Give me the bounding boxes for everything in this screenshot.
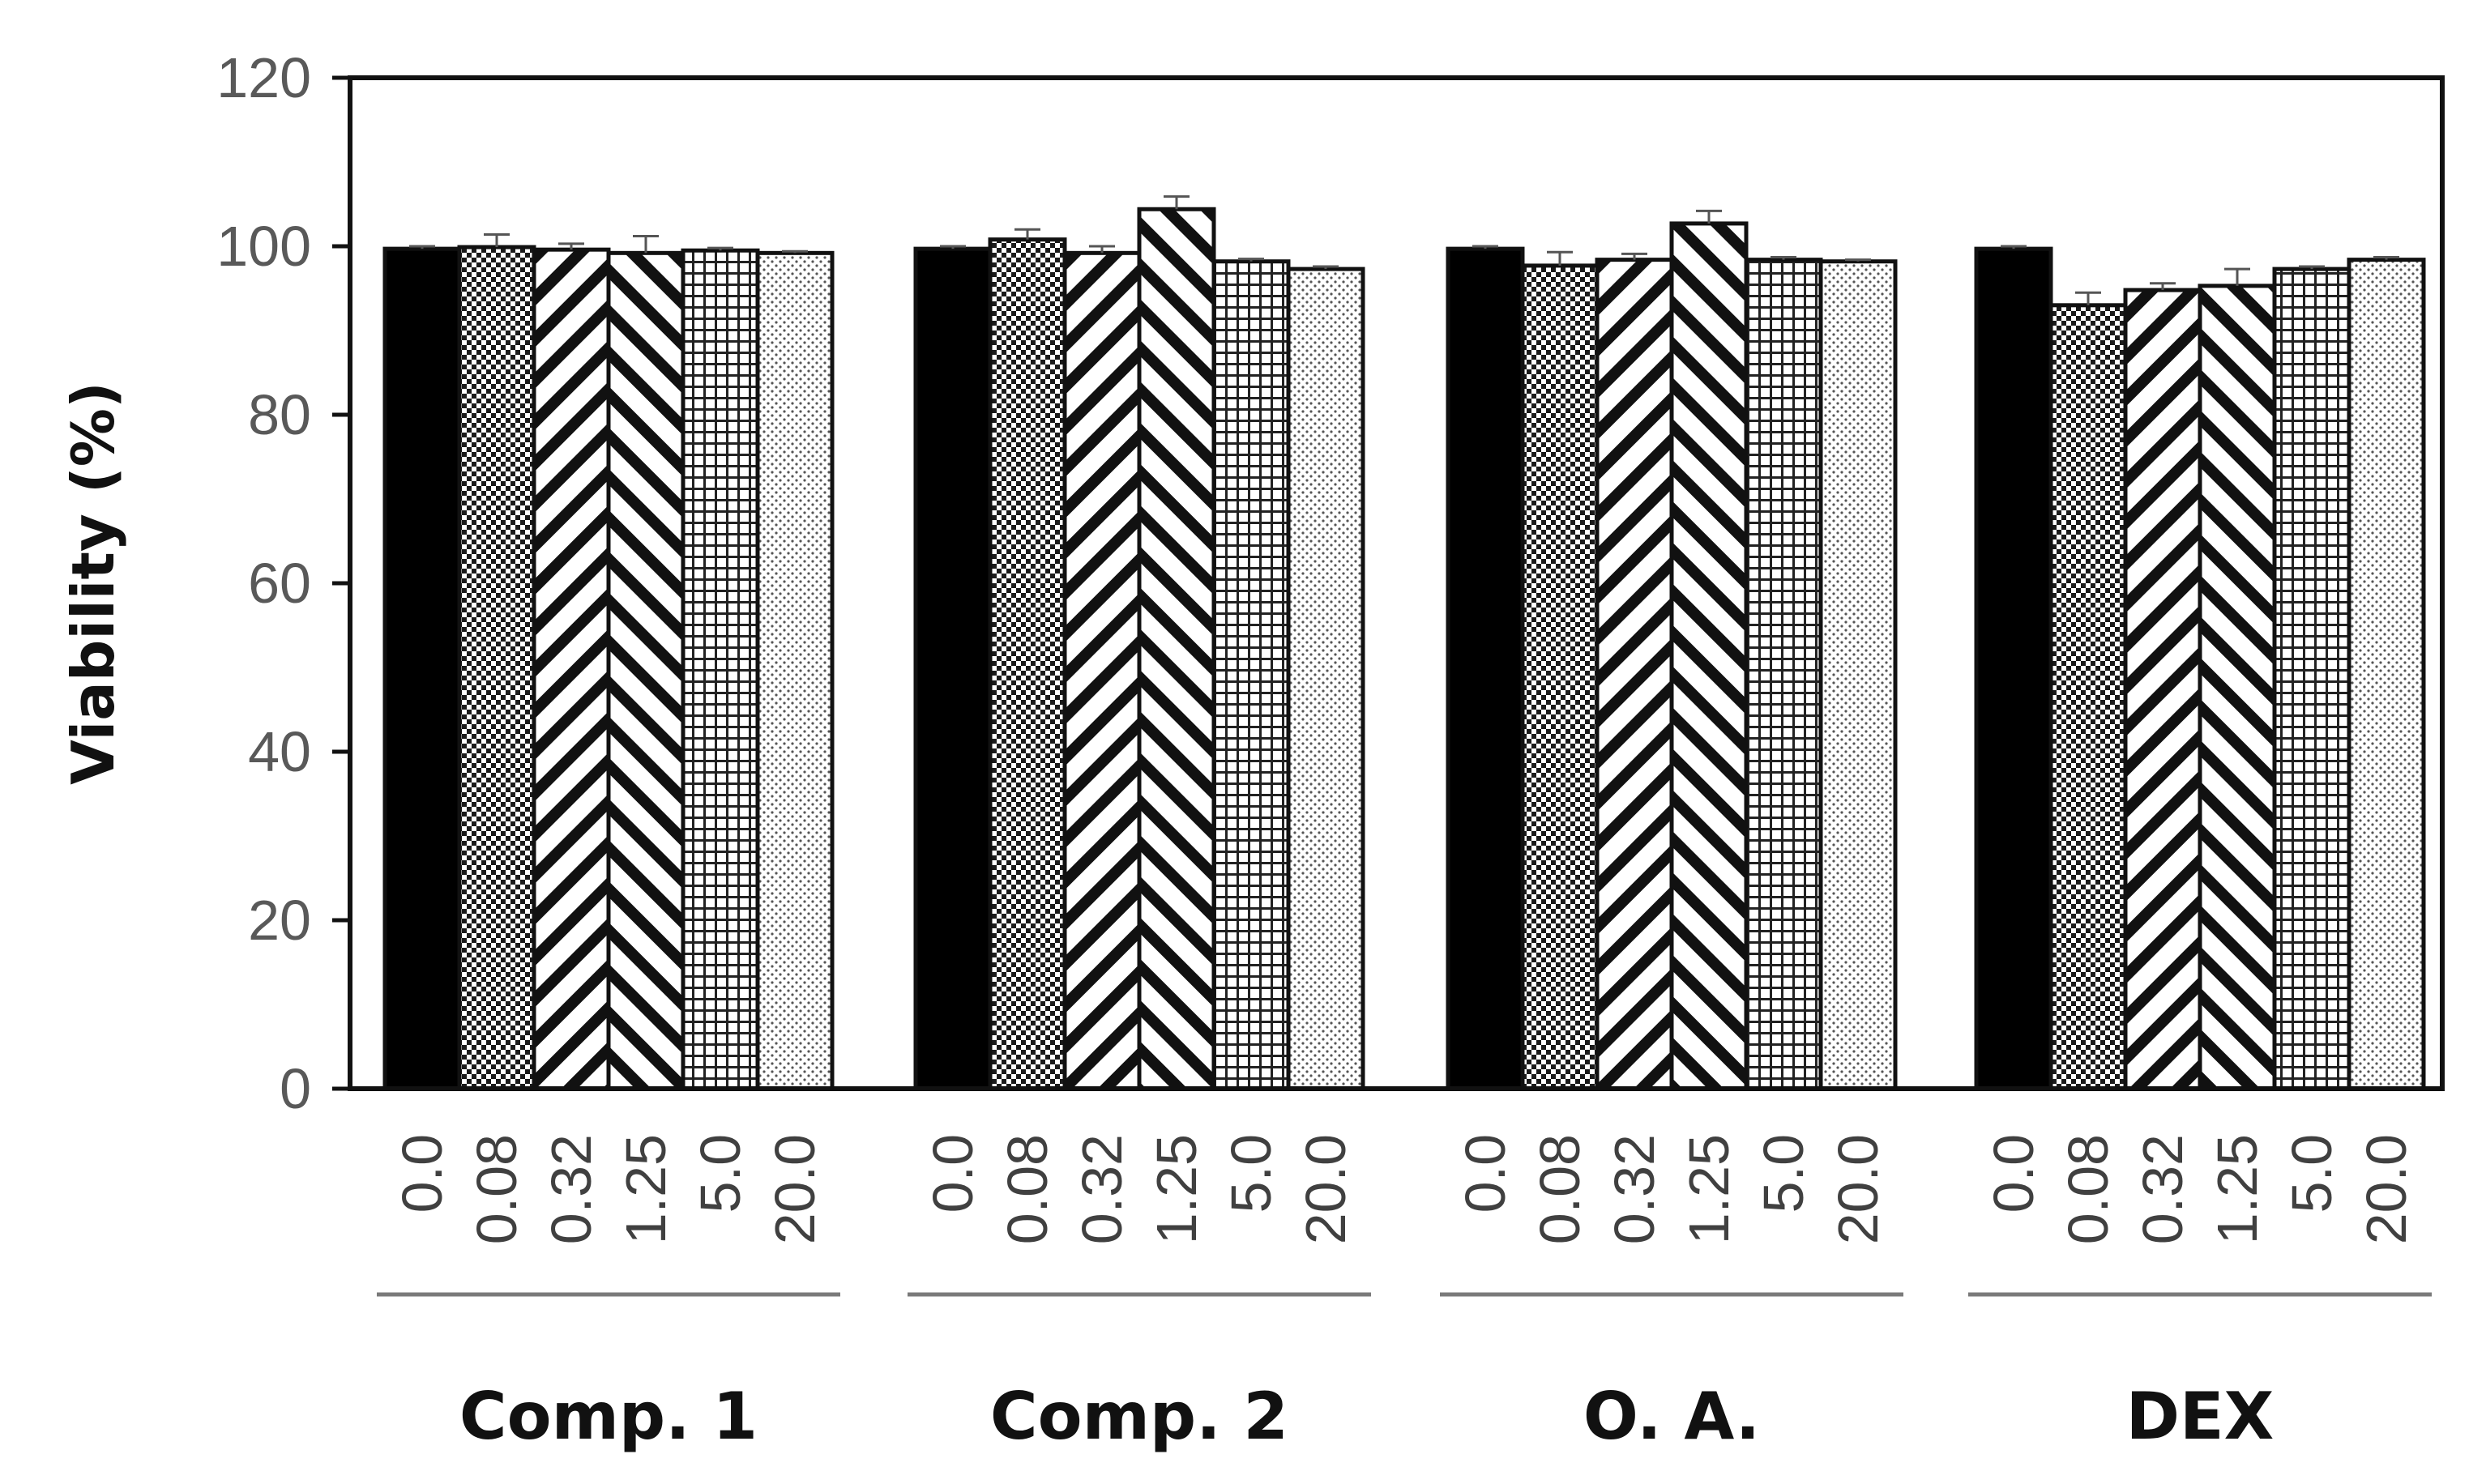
bar [1062, 250, 1142, 1091]
category-label: 0.0 [391, 1134, 454, 1213]
bar [457, 245, 536, 1091]
bar [1211, 259, 1291, 1091]
category-label: 0.08 [1528, 1134, 1591, 1244]
bar [1669, 221, 1749, 1091]
bar [913, 246, 993, 1091]
category-label: 1.25 [1145, 1134, 1208, 1244]
category-label: 20.0 [1826, 1134, 1890, 1244]
y-tick-label: 40 [248, 720, 311, 783]
bar [1818, 259, 1898, 1091]
category-label: 0.32 [540, 1134, 603, 1244]
category-label: 0.0 [1454, 1134, 1517, 1213]
bar [681, 248, 760, 1091]
category-label: 20.0 [763, 1134, 827, 1244]
category-label: 0.08 [996, 1134, 1059, 1244]
bar [2272, 267, 2351, 1091]
bar [532, 247, 611, 1091]
bar [1286, 267, 1365, 1091]
group-label: O. A. [1583, 1379, 1760, 1454]
category-label: 0.32 [2131, 1134, 2194, 1244]
bar [755, 250, 835, 1091]
category-label: 0.32 [1070, 1134, 1134, 1244]
category-label: 5.0 [1220, 1134, 1283, 1213]
y-tick-label: 100 [216, 215, 311, 278]
bar [1520, 263, 1600, 1091]
plot-frame [348, 75, 2445, 1091]
y-tick-label: 60 [248, 552, 311, 615]
category-label: 0.08 [465, 1134, 528, 1244]
y-tick-label: 0 [280, 1057, 311, 1120]
category-label: 20.0 [2355, 1134, 2418, 1244]
y-tick-label: 80 [248, 383, 311, 446]
group-label: Comp. 2 [990, 1379, 1288, 1454]
category-label: 20.0 [1294, 1134, 1357, 1244]
y-axis: 0 20 40 60 80 100 120 [216, 46, 350, 1120]
bar [2347, 258, 2426, 1091]
bar [382, 246, 462, 1091]
category-label: 0.32 [1603, 1134, 1666, 1244]
bar [606, 250, 686, 1091]
category-label: 5.0 [1752, 1134, 1815, 1213]
bar [2198, 284, 2277, 1091]
category-label: 0.0 [921, 1134, 985, 1213]
bar [1137, 207, 1216, 1091]
category-label: 1.25 [2206, 1134, 2269, 1244]
bar [988, 237, 1067, 1091]
category-label: 5.0 [689, 1134, 752, 1213]
y-tick-label: 120 [216, 46, 311, 109]
group-label: DEX [2126, 1379, 2275, 1454]
category-label: 0.08 [2057, 1134, 2120, 1244]
category-label: 0.0 [1982, 1134, 2045, 1213]
bar [2048, 303, 2128, 1091]
bar-series [382, 195, 2426, 1091]
bar [1744, 258, 1823, 1091]
group-labels: Comp. 1 Comp. 2 O. A. DEX [459, 1379, 2274, 1454]
category-label: 1.25 [614, 1134, 677, 1244]
category-label: 5.0 [2280, 1134, 2343, 1213]
bar [2123, 288, 2202, 1091]
bar [1595, 258, 1674, 1091]
y-tick-label: 20 [248, 889, 311, 952]
y-axis-label: Viability (%) [59, 382, 127, 785]
bar [1974, 246, 2053, 1091]
category-labels: 0.0 0.08 0.32 1.25 5.0 20.0 0.0 0.08 0.32 1.25 5.0… [391, 1134, 2418, 1244]
bar [1446, 246, 1525, 1091]
category-label: 1.25 [1677, 1134, 1741, 1244]
group-label: Comp. 1 [459, 1379, 758, 1454]
